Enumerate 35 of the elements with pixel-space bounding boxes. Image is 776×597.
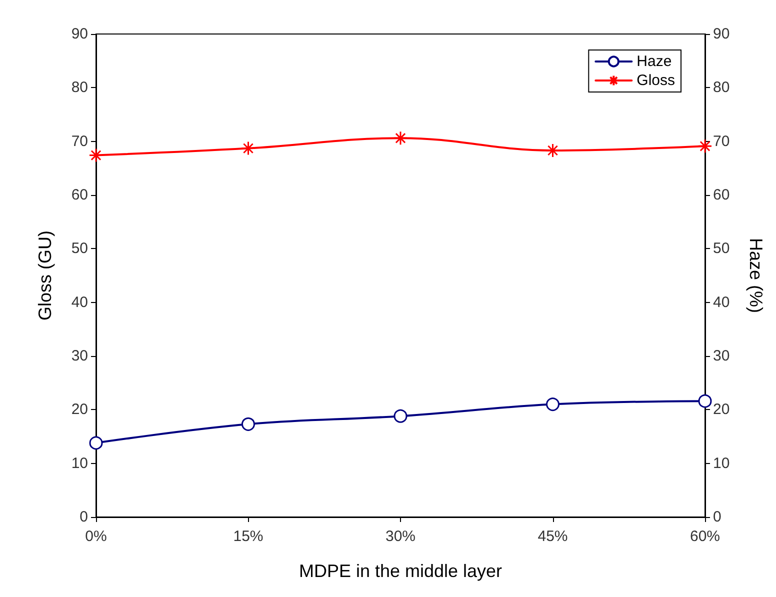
y2-axis-title: Haze (%) [746, 238, 766, 314]
y-tick-label: 30 [71, 348, 88, 364]
x-tick-label: 15% [233, 528, 264, 545]
point [546, 398, 560, 412]
x-tick-label: 0% [85, 528, 107, 545]
y2-tick-label: 0 [713, 508, 722, 526]
point [394, 409, 408, 423]
y2-tick-label: 40 [713, 294, 730, 311]
y2-tick-label: 30 [713, 348, 730, 364]
y-tick-label: 60 [71, 186, 88, 204]
y-tick-label: 50 [71, 240, 88, 258]
y-tick-label: 0 [80, 508, 88, 526]
x-axis-title: MDPE in the middle layer [298, 561, 502, 581]
y-tick-label: 20 [71, 401, 88, 418]
x-tick-label: 45% [538, 528, 568, 545]
y-tick-label: 90 [71, 26, 88, 42]
y-tick-label: 70 [71, 132, 88, 150]
y2-tick-label: 90 [713, 26, 730, 42]
y-tick-label: 10 [71, 454, 88, 472]
point [242, 417, 255, 431]
y2-tick-label: 60 [713, 186, 730, 204]
legend-label: Gloss [636, 72, 675, 89]
point [89, 436, 103, 450]
y-tick-label: 40 [71, 294, 88, 311]
y-tick-label: 80 [71, 79, 88, 96]
point [698, 394, 712, 408]
x-tick-label: 30% [385, 528, 416, 545]
y2-tick-label: 10 [713, 454, 730, 472]
y2-tick-label: 70 [713, 132, 730, 150]
y2-tick-label: 80 [713, 79, 730, 96]
y2-tick-label: 20 [713, 401, 730, 418]
x-tick-label: 60% [690, 528, 720, 545]
y-axis-title: Gloss (GU) [35, 230, 55, 320]
y2-tick-label: 50 [713, 240, 730, 258]
legend-label: Haze [636, 53, 672, 70]
